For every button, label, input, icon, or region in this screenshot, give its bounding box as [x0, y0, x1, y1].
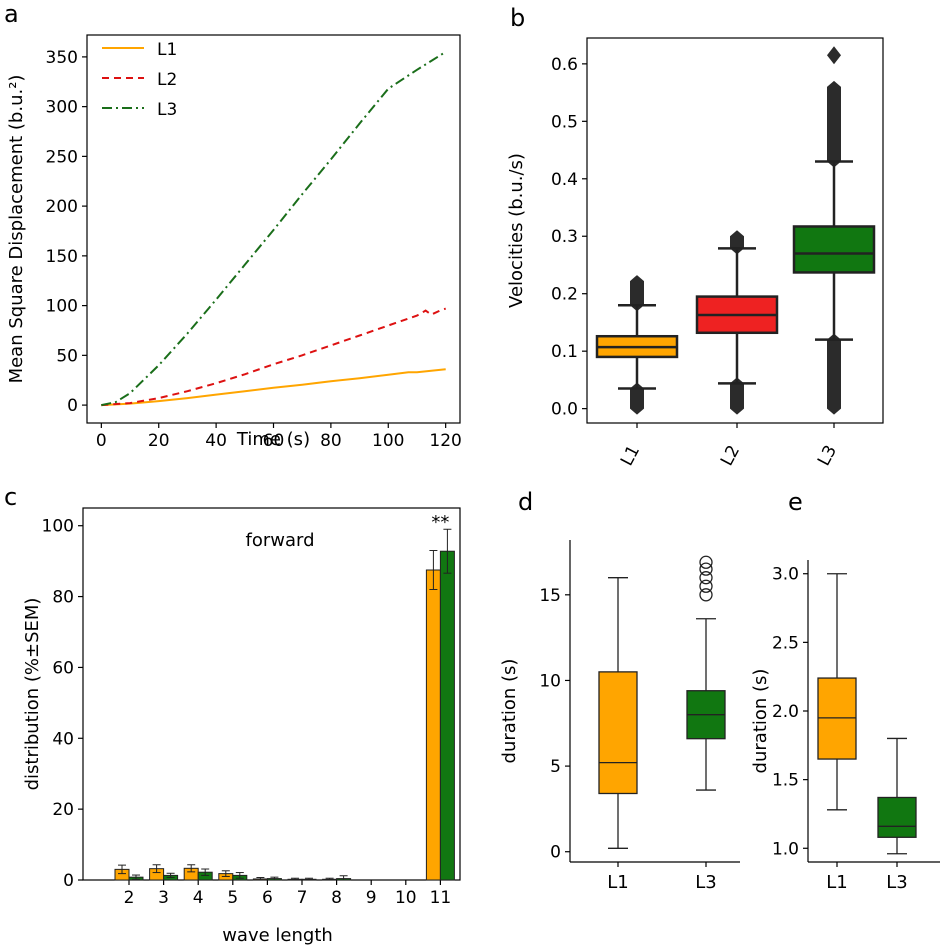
c-bar-L3-11 — [439, 550, 455, 881]
a-xtick-label: 80 — [320, 431, 342, 451]
panel-letter-b: b — [510, 4, 525, 32]
panel-letter-c: c — [4, 483, 17, 511]
panel-letter-a: a — [4, 0, 19, 28]
a-legend-label-L3: L3 — [157, 100, 177, 120]
a-xtick-label: 20 — [148, 431, 170, 451]
a-xtick-label: 0 — [96, 431, 107, 451]
c-xtick-label: 10 — [395, 888, 417, 908]
a-ytick-label: 100 — [46, 297, 78, 317]
plot-c-frame — [82, 507, 461, 881]
e-ytick-label: 2.5 — [772, 633, 799, 653]
d-ytick-label: 10 — [539, 671, 561, 691]
b-flier-point-L3 — [827, 46, 841, 65]
b-ytick-label: 0.6 — [551, 55, 578, 75]
a-series-L1 — [101, 368, 446, 407]
c-xtick-label: 4 — [193, 888, 204, 908]
c-title: forward — [245, 530, 314, 551]
d-outlier-L3 — [699, 579, 713, 593]
c-xtick-label: 2 — [124, 888, 135, 908]
panel-letter-d: d — [518, 488, 533, 516]
b-fliers-high-L1 — [630, 275, 644, 312]
b-ytick-label: 0.0 — [551, 400, 578, 420]
b-fliers-high-L3 — [827, 80, 841, 168]
a-xtick-label: 120 — [429, 431, 461, 451]
d-outlier-L3 — [699, 562, 713, 576]
d-ytick-label: 15 — [539, 586, 561, 606]
b-fliers-low-L1 — [630, 382, 644, 415]
b-ytick-label: 0.2 — [551, 285, 578, 305]
e-L1-box — [817, 677, 857, 760]
d-xtick-label: L3 — [695, 872, 716, 893]
c-xtick-label: 9 — [366, 888, 377, 908]
a-ytick-label: 0 — [67, 396, 78, 416]
b-xtick-label: L2 — [717, 442, 744, 469]
e-xtick-label: L3 — [886, 872, 907, 893]
c-ytick-label: 80 — [52, 588, 74, 608]
a-legend-label-L1: L1 — [157, 40, 177, 60]
c-ytick-label: 100 — [42, 517, 74, 537]
a-ytick-label: 150 — [46, 247, 78, 267]
a-xlabel: Time (s) — [236, 429, 310, 450]
b-ylabel: Velocities (b.u./s) — [506, 153, 527, 308]
d-xtick-label: L1 — [607, 872, 628, 893]
c-xtick-label: 6 — [262, 888, 273, 908]
a-ytick-label: 250 — [46, 147, 78, 167]
d-ytick-label: 0 — [550, 843, 561, 863]
a-series-L3 — [101, 51, 447, 407]
c-xtick-label: 5 — [227, 888, 238, 908]
e-xtick-label: L1 — [826, 872, 847, 893]
e-ytick-label: 2.0 — [772, 702, 799, 722]
a-ytick-label: 300 — [46, 98, 78, 118]
c-ytick-label: 20 — [52, 800, 74, 820]
d-ylabel: duration (s) — [499, 659, 520, 764]
d-outlier-L3 — [699, 555, 713, 569]
b-ytick-label: 0.1 — [551, 342, 578, 362]
e-ytick-label: 3.0 — [772, 565, 799, 585]
c-ylabel: distribution (%±SEM) — [22, 598, 43, 791]
c-xlabel: wave length — [222, 925, 333, 946]
a-series-L2 — [101, 307, 447, 407]
c-ytick-label: 60 — [52, 658, 74, 678]
a-xtick-label: 40 — [205, 431, 227, 451]
b-fliers-low-L2 — [730, 377, 744, 415]
d-outlier-L3 — [699, 571, 713, 585]
b-xtick-label: L1 — [617, 442, 644, 469]
c-xtick-label: 8 — [331, 888, 342, 908]
d-ytick-label: 5 — [550, 757, 561, 777]
d-L1-box — [598, 671, 638, 795]
c-bar-L1-11 — [425, 569, 441, 881]
d-outlier-L3 — [699, 588, 713, 602]
c-xtick-label: 3 — [158, 888, 169, 908]
c-xtick-label: 11 — [430, 888, 452, 908]
b-fliers-low-L3 — [827, 333, 841, 415]
c-significance: ** — [431, 512, 449, 533]
b-ytick-label: 0.3 — [551, 227, 578, 247]
b-xtick-label: L3 — [814, 442, 841, 469]
a-xtick-label: 60 — [263, 431, 285, 451]
a-ytick-label: 350 — [46, 48, 78, 68]
a-xtick-label: 100 — [372, 431, 404, 451]
panel-letter-e: e — [788, 488, 803, 516]
b-L3-box — [792, 225, 876, 274]
c-xtick-label: 7 — [297, 888, 308, 908]
a-ylabel: Mean Square Displacement (b.u.²) — [6, 75, 27, 384]
e-L3-box — [877, 796, 917, 838]
e-ylabel: duration (s) — [750, 669, 771, 774]
b-ytick-label: 0.5 — [551, 112, 578, 132]
e-ytick-label: 1.5 — [772, 771, 799, 791]
a-ytick-label: 50 — [56, 346, 78, 366]
plot-b-frame — [586, 37, 884, 424]
b-ytick-label: 0.4 — [551, 170, 578, 190]
c-ytick-label: 40 — [52, 729, 74, 749]
a-ytick-label: 200 — [46, 197, 78, 217]
e-ytick-label: 1.0 — [772, 839, 799, 859]
c-ytick-label: 0 — [63, 871, 74, 891]
a-legend-label-L2: L2 — [157, 70, 177, 90]
